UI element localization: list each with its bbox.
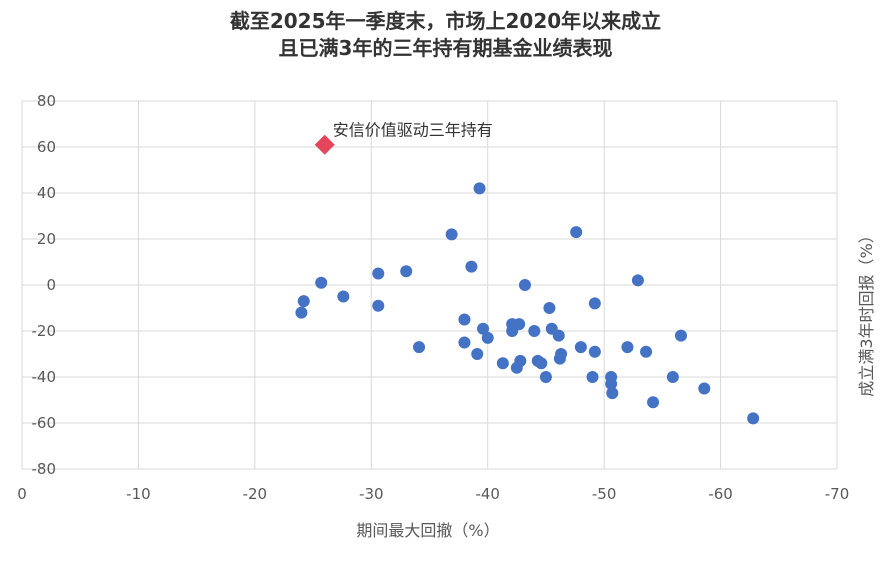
data-point	[588, 345, 601, 358]
highlight-group: 安信价值驱动三年持有	[314, 121, 493, 155]
x-tick-label: -70	[825, 485, 850, 503]
y-tick-label: -20	[32, 322, 57, 340]
data-point	[621, 341, 634, 354]
data-point	[295, 306, 308, 319]
data-point	[666, 371, 679, 383]
data-point	[372, 267, 385, 280]
data-point	[297, 295, 310, 308]
x-tick-label: -40	[475, 485, 500, 503]
x-tick-label: 0	[17, 485, 27, 503]
x-tick-label: -20	[243, 485, 268, 503]
data-point	[337, 290, 350, 303]
data-point	[413, 341, 426, 354]
data-point	[528, 325, 541, 337]
highlight-point	[314, 134, 335, 155]
y-tick-label: -40	[32, 368, 57, 386]
data-point	[674, 329, 687, 342]
highlight-label: 安信价值驱动三年持有	[333, 121, 493, 140]
data-point	[445, 228, 458, 241]
chart-title-line-1: 截至2025年一季度末，市场上2020年以来成立	[229, 9, 662, 33]
x-tick-label: -10	[126, 485, 151, 503]
y-tick-label: -60	[32, 414, 57, 432]
x-tick-labels: 0 -10 -20 -30 -40 -50 -60 -70	[17, 485, 849, 503]
y-tick-label: 20	[37, 230, 56, 248]
data-point	[570, 226, 583, 239]
data-point	[606, 387, 619, 400]
gridlines	[21, 100, 838, 470]
data-point	[315, 276, 328, 289]
data-point	[647, 396, 660, 409]
data-point	[640, 345, 653, 358]
data-point	[539, 371, 552, 383]
chart-title: 截至2025年一季度末，市场上2020年以来成立 且已满3年的三年持有期基金业绩…	[0, 8, 891, 62]
data-point	[481, 331, 494, 344]
data-point	[477, 322, 490, 335]
data-point	[555, 348, 568, 360]
data-point	[747, 412, 760, 425]
x-tick-label: -60	[708, 485, 733, 503]
y-tick-label: 0	[46, 276, 56, 294]
data-point	[586, 371, 599, 383]
data-point	[514, 354, 527, 367]
data-point	[465, 260, 478, 273]
y-axis-title: 成立满3年时回报（%）	[857, 227, 876, 396]
data-point	[552, 329, 565, 342]
data-point	[535, 357, 548, 370]
data-point	[574, 341, 587, 354]
data-point	[698, 382, 711, 395]
data-points	[295, 182, 760, 425]
x-tick-label: -50	[592, 485, 617, 503]
y-tick-label: -80	[32, 460, 57, 478]
data-point	[372, 299, 385, 312]
data-point	[605, 377, 618, 390]
data-point	[518, 279, 531, 291]
data-point	[458, 313, 471, 326]
y-tick-label: 40	[37, 184, 56, 202]
data-point	[473, 182, 486, 195]
y-tick-label: 80	[37, 92, 56, 110]
y-tick-label: 60	[37, 138, 56, 156]
data-point	[631, 274, 644, 287]
data-point	[588, 297, 601, 310]
x-tick-label: -30	[359, 485, 384, 503]
x-axis-title: 期间最大回撤（%）	[356, 521, 499, 540]
data-point	[471, 348, 484, 360]
y-tick-labels: 80 60 40 20 0 -20 -40 -60 -80	[32, 92, 57, 478]
data-point	[543, 302, 556, 314]
data-point	[513, 318, 526, 331]
data-point	[458, 336, 471, 349]
data-point	[496, 357, 509, 370]
chart-title-line-2: 且已满3年的三年持有期基金业绩表现	[278, 36, 613, 60]
data-point	[400, 265, 413, 278]
